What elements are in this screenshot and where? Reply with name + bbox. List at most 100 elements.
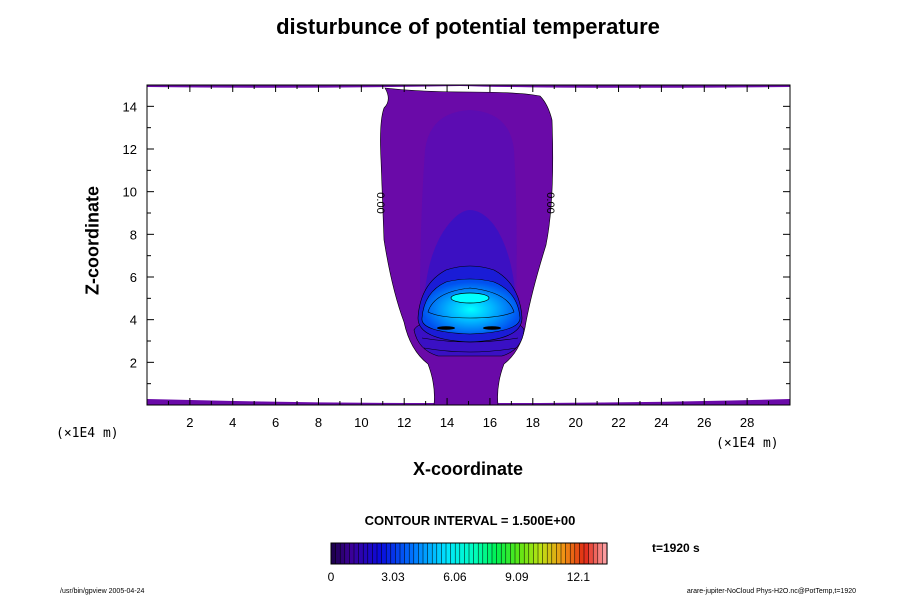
y-axis-unit: (×1E4 m)	[56, 426, 119, 441]
colorbar-cell	[592, 542, 599, 565]
colorbar-cell	[464, 542, 470, 565]
colorbar-cell	[427, 542, 433, 565]
x-tick-label: 26	[697, 415, 711, 430]
contour-interval: CONTOUR INTERVAL = 1.500E+00	[364, 513, 576, 528]
colorbar-cell	[358, 542, 364, 565]
footer-right: arare-jupiter-NoCloud Phys-H2O.nc@PotTem…	[686, 588, 856, 595]
colorbar-cell	[353, 542, 360, 565]
colorbar-cell	[422, 542, 429, 565]
contour-core-inner	[427, 287, 515, 319]
colorbar-cell	[450, 542, 456, 565]
colorbar-cell	[441, 542, 447, 565]
y-tick-label: 10	[123, 185, 137, 200]
x-tick-label: 8	[315, 415, 322, 430]
x-tick-label: 2	[186, 415, 193, 430]
colorbar-cell	[381, 542, 387, 565]
colorbar-cell	[413, 542, 419, 565]
colorbar-cell	[487, 542, 493, 565]
contour-line-mid	[421, 337, 519, 343]
x-tick-label: 20	[568, 415, 582, 430]
colorbar-cell	[339, 542, 346, 565]
x-tick-label: 14	[440, 415, 454, 430]
y-axis: 2 4 6 8 10 12 14	[123, 99, 790, 385]
colorbar-cell	[367, 542, 373, 565]
time-label: t=1920 s	[652, 541, 700, 555]
colorbar-cell	[519, 542, 525, 565]
colorbar-cell	[349, 542, 355, 565]
x-tick-label: 12	[397, 415, 411, 430]
colorbar-cell	[372, 542, 378, 565]
contour-label-right: 0.00	[544, 192, 556, 213]
colorbar-cell	[436, 542, 442, 565]
colorbar-cell	[491, 542, 498, 565]
colorbar-tick-label: 9.09	[505, 570, 529, 584]
colorbar-cell	[496, 542, 502, 565]
colorbar-cell	[551, 542, 557, 565]
y-tick-label: 12	[123, 142, 137, 157]
colorbar-cell	[579, 542, 585, 565]
x-axis: 2 4 6 8 10 12 14 16 18 20 22 24 26 28	[167, 85, 770, 430]
x-axis-unit: (×1E4 m)	[716, 436, 779, 451]
colorbar-cell	[542, 542, 548, 565]
colorbar-cell	[510, 542, 516, 565]
colorbar-cell	[418, 542, 424, 565]
footer-left: /usr/bin/gpview 2005-04-24	[60, 588, 145, 595]
colorbar-cell	[390, 542, 396, 565]
colorbar-cell	[408, 542, 415, 565]
colorbar-cell	[528, 542, 534, 565]
colorbar-cell	[473, 542, 479, 565]
colorbar-cell	[395, 542, 401, 565]
bottom-boundary-band	[147, 399, 790, 405]
contour-max	[450, 292, 490, 304]
colorbar-cell	[569, 542, 576, 565]
colorbar-cell	[505, 542, 511, 565]
colorbar-cell	[330, 542, 337, 565]
colorbar-cell	[574, 542, 580, 565]
colorbar-tick-label: 0	[328, 570, 335, 584]
colorbar-tick-label: 6.06	[443, 570, 467, 584]
contour-core	[421, 278, 521, 335]
colorbar-tick-label: 3.03	[381, 570, 405, 584]
colorbar-cell	[454, 542, 461, 565]
colorbar-cell	[468, 542, 475, 565]
x-tick-label: 4	[229, 415, 236, 430]
y-tick-label: 4	[130, 313, 137, 328]
colorbar-cell	[546, 542, 553, 565]
colorbar-cell	[335, 542, 341, 565]
x-tick-label: 28	[740, 415, 754, 430]
colorbar-frame	[330, 542, 608, 565]
x-axis-label: X-coordinate	[412, 459, 523, 479]
colorbar-cell	[376, 542, 383, 565]
y-tick-label: 8	[130, 227, 137, 242]
x-tick-label: 16	[483, 415, 497, 430]
colorbar-cell	[556, 542, 562, 565]
colorbar-cell	[385, 542, 392, 565]
colorbar-tick-label: 12.1	[567, 570, 591, 584]
chart-title: disturbunce of potential temperature	[276, 14, 660, 39]
colorbar-cell	[482, 542, 488, 565]
colorbar-cell	[445, 542, 452, 565]
colorbar-cell	[514, 542, 521, 565]
contour-label-left: 0.00	[374, 192, 386, 213]
colorbar-cell	[362, 542, 369, 565]
colorbar-cell	[459, 542, 465, 565]
y-tick-label: 14	[123, 99, 137, 114]
x-tick-label: 10	[354, 415, 368, 430]
colorbar-cell	[565, 542, 571, 565]
y-tick-label: 2	[130, 355, 137, 370]
colorbar-cell	[431, 542, 438, 565]
colorbar-cell	[560, 542, 567, 565]
colorbar-cell	[344, 542, 350, 565]
x-tick-label: 18	[526, 415, 540, 430]
x-tick-label: 24	[654, 415, 668, 430]
top-boundary-band	[147, 85, 790, 88]
colorbar-cell	[533, 542, 539, 565]
colorbar-cell	[597, 542, 603, 565]
contour-low-left	[437, 326, 455, 330]
y-tick-label: 6	[130, 270, 137, 285]
contour-low-right	[483, 326, 501, 330]
colorbar-cell	[583, 542, 590, 565]
x-tick-label: 22	[611, 415, 625, 430]
colorbar-cell	[399, 542, 406, 565]
